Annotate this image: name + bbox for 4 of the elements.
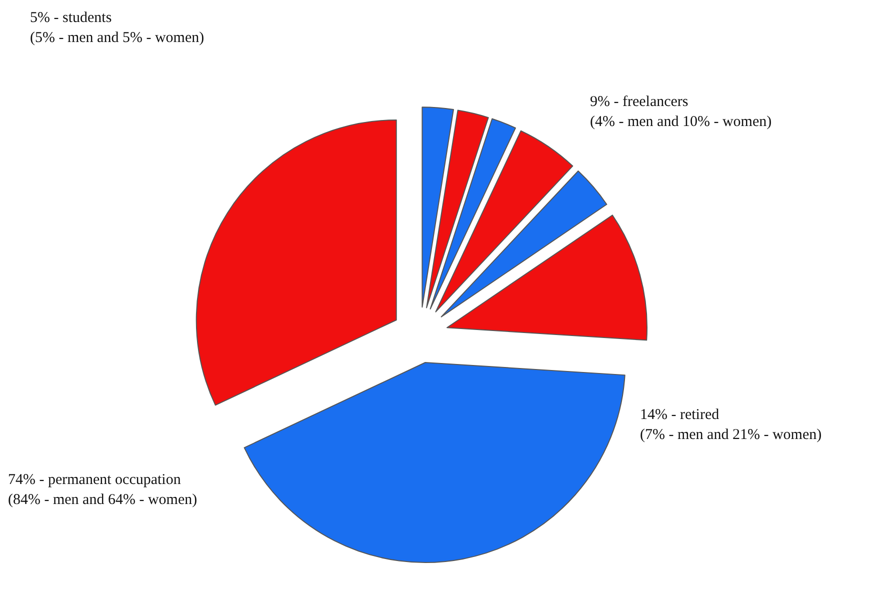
text: 74% - permanent occupation (84% - men and 64% - women) bbox=[8, 472, 198, 508]
text: 5% - students (5% - men and 5% - women) bbox=[30, 10, 204, 46]
text: 14% - retired (7% - men and 21% - women) bbox=[640, 407, 822, 443]
text: 9% - freelancers (4% - men and 10% - women) bbox=[590, 94, 772, 130]
